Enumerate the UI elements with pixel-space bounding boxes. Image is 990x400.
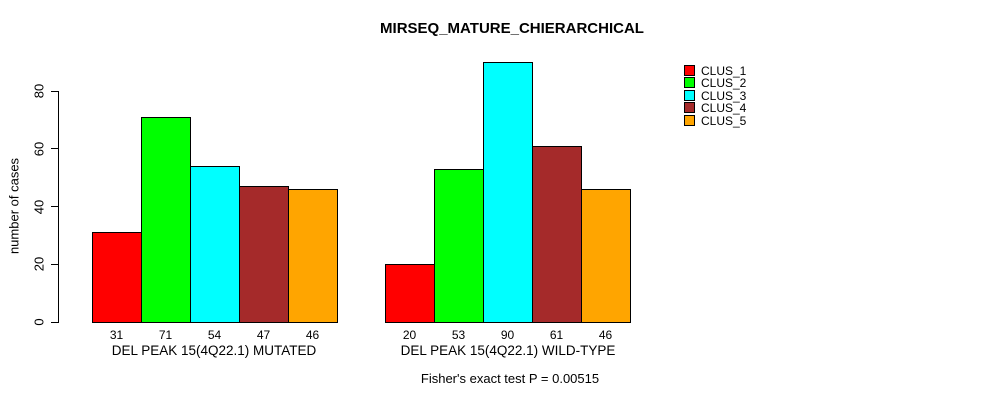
y-tick-label: 20 [31,257,47,272]
bar-clus_5-group1 [288,189,338,323]
bar-value-label: 46 [598,328,613,342]
bar-value-label: 61 [549,328,564,342]
y-tick-label: 40 [31,199,47,214]
bar-clus_2-group1 [141,116,191,323]
bar-value-label: 47 [256,328,271,342]
bar-value-label: 90 [500,328,515,342]
legend-label: CLUS_2 [701,76,747,91]
group-label-mutated: DEL PEAK 15(4Q22.1) MUTATED [111,343,317,358]
legend-swatch-clus_4 [684,102,695,114]
bar-value-label: 31 [109,328,124,342]
bar-value-label: 71 [158,328,173,342]
bar-clus_5-group2 [581,189,631,323]
y-tick-mark [51,148,58,150]
y-tick-label: 80 [31,83,47,99]
y-axis-line [58,91,59,323]
chart-title: MIRSEQ_MATURE_CHIERARCHICAL [380,20,644,37]
bar-value-label: 20 [402,328,417,342]
legend-swatch-clus_2 [684,77,695,89]
y-tick-mark [51,206,58,207]
bar-clus_2-group2 [434,168,484,323]
bar-clus_1-group2 [385,264,435,323]
y-tick-mark [51,321,58,323]
bar-value-label: 54 [207,328,222,342]
group-label-wild-type: DEL PEAK 15(4Q22.1) WILD-TYPE [400,343,616,358]
y-tick-label: 60 [31,141,47,156]
bar-value-label: 53 [451,328,466,342]
legend-label: CLUS_5 [701,113,747,128]
bar-clus_4-group2 [532,145,582,323]
y-tick-label: 0 [31,318,47,326]
legend-swatch-clus_3 [684,89,695,101]
annotation-fisher-test: Fisher's exact test P = 0.00515 [420,371,600,386]
bar-clus_3-group1 [190,166,240,323]
legend-swatch-clus_5 [684,114,695,126]
legend-swatch-clus_1 [684,65,695,76]
bar-clus_3-group2 [483,62,533,323]
bar-clus_1-group1 [92,232,142,323]
y-tick-mark [51,263,58,265]
y-tick-mark [51,90,58,92]
legend-label: CLUS_4 [701,101,747,116]
bar-clus_4-group1 [239,186,289,323]
bar-value-label: 46 [305,328,320,342]
y-axis-label: number of cases [6,157,22,255]
legend-label: CLUS_1 [701,64,747,78]
legend-label: CLUS_3 [701,88,747,103]
